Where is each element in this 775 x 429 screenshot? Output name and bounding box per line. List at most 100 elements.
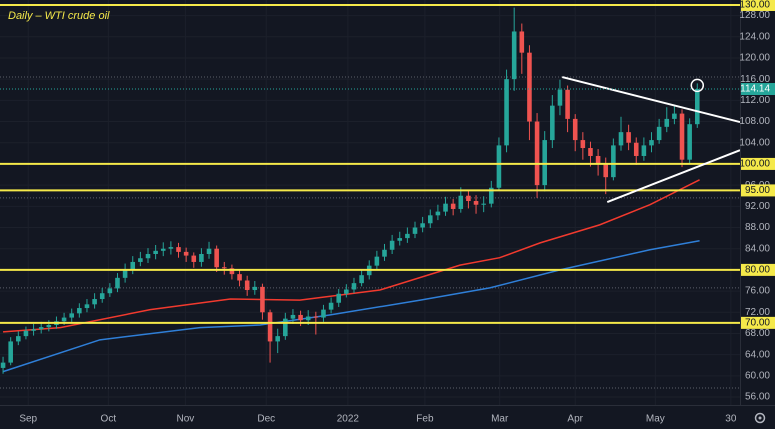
candle-body: [92, 299, 97, 305]
y-tick-label: 92.00: [745, 201, 770, 212]
candle-body: [229, 268, 235, 275]
candle-body: [237, 274, 242, 281]
level-label-box: [741, 0, 775, 11]
candle-body: [153, 250, 158, 254]
candle-body: [580, 140, 586, 149]
candle-body: [267, 312, 273, 342]
candle-body: [252, 286, 258, 291]
candle-body: [618, 132, 624, 146]
candle-body: [687, 124, 692, 160]
axis-layer: 56.00 60.00 64.00 68.00 72.00 76.00 80.00 84.00…: [19, 0, 775, 425]
y-tick-label: 64.00: [745, 349, 770, 360]
candle-body: [466, 195, 471, 202]
candle-body: [290, 314, 296, 319]
marks-layer: [0, 3, 741, 374]
candle-body: [222, 267, 227, 269]
y-tick-label: 124.00: [739, 31, 770, 42]
level-label: 130.00: [739, 0, 770, 11]
candle-body: [572, 118, 578, 141]
candle-body: [565, 89, 570, 119]
candle-body: [16, 336, 21, 342]
candle-body: [481, 203, 486, 205]
candle-body: [84, 304, 90, 309]
candle-body: [206, 248, 212, 254]
candle-body: [168, 247, 174, 249]
candle-body: [145, 253, 151, 259]
x-tick-label: Sep: [19, 414, 37, 425]
candle-body: [31, 329, 36, 331]
candle-body: [61, 317, 67, 322]
candle-body: [0, 362, 6, 368]
candle-body: [672, 113, 677, 119]
settings-icon[interactable]: [754, 412, 766, 424]
candle-body: [664, 118, 670, 127]
candle-body: [344, 289, 349, 294]
candle-body: [679, 113, 685, 160]
candle-body: [443, 203, 448, 212]
candle-body: [511, 31, 517, 80]
candle-body: [38, 327, 44, 330]
candle-body: [107, 288, 113, 294]
last-price-box: [741, 83, 775, 96]
level-label-box: [741, 184, 775, 197]
candle-body: [435, 211, 441, 216]
candle-body: [588, 148, 593, 156]
y-tick-label: 108.00: [739, 116, 770, 127]
candle-body: [122, 269, 128, 278]
level-label-box: [741, 263, 775, 276]
trendline: [562, 76, 741, 124]
candle-body: [473, 201, 479, 205]
candle-body: [46, 324, 52, 328]
candle-body: [275, 336, 280, 342]
candle-body: [450, 203, 456, 209]
x-tick-label: Feb: [416, 414, 434, 425]
y-tick-label: 128.00: [739, 10, 770, 21]
candle-body: [313, 316, 319, 318]
level-label: 80.00: [745, 265, 770, 276]
candle-body: [611, 145, 616, 178]
candle-body: [427, 215, 433, 224]
candle-body: [244, 280, 250, 291]
y-tick-label: 56.00: [745, 392, 770, 403]
x-tick-label: Mar: [491, 414, 509, 425]
candle-body: [260, 286, 265, 313]
candle-body: [351, 283, 357, 290]
level-label-box: [741, 157, 775, 170]
last-price-label: 114.14: [740, 84, 770, 95]
candle-body: [489, 187, 494, 204]
x-tick-label: Oct: [101, 414, 117, 425]
settings-gear-center[interactable]: [758, 416, 762, 420]
candle-body: [321, 309, 326, 318]
candle-body: [138, 258, 143, 262]
x-tick-label: May: [646, 414, 665, 425]
candle-body: [214, 248, 219, 268]
level-label: 95.00: [745, 185, 770, 196]
candle-body: [298, 314, 303, 321]
candle-body: [550, 105, 555, 141]
candle-body: [382, 249, 387, 257]
candle-body: [496, 145, 502, 188]
y-tick-label: 68.00: [745, 328, 770, 339]
settings-gear[interactable]: [754, 412, 766, 424]
candle-body: [130, 261, 136, 270]
candle-body: [183, 251, 189, 256]
y-tick-label: 72.00: [745, 307, 770, 318]
candle-body: [626, 132, 631, 143]
y-tick-label: 112.00: [740, 95, 770, 106]
level-label: 70.00: [745, 318, 770, 329]
y-tick-label: 116.00: [740, 74, 770, 85]
x-tick-label: 2022: [337, 414, 360, 425]
candle-body: [176, 247, 181, 252]
candle-body: [542, 140, 547, 186]
candle-body: [595, 155, 601, 164]
candle-body: [328, 302, 334, 310]
candle-body: [336, 293, 342, 303]
candle-body: [283, 318, 288, 337]
candle-body: [99, 293, 105, 300]
candle-body: [656, 126, 662, 141]
x-tick-label: 30: [725, 414, 737, 425]
candle-body: [191, 255, 197, 262]
y-tick-label: 84.00: [745, 243, 770, 254]
y-tick-label: 60.00: [745, 371, 770, 382]
candle-body: [641, 145, 647, 156]
